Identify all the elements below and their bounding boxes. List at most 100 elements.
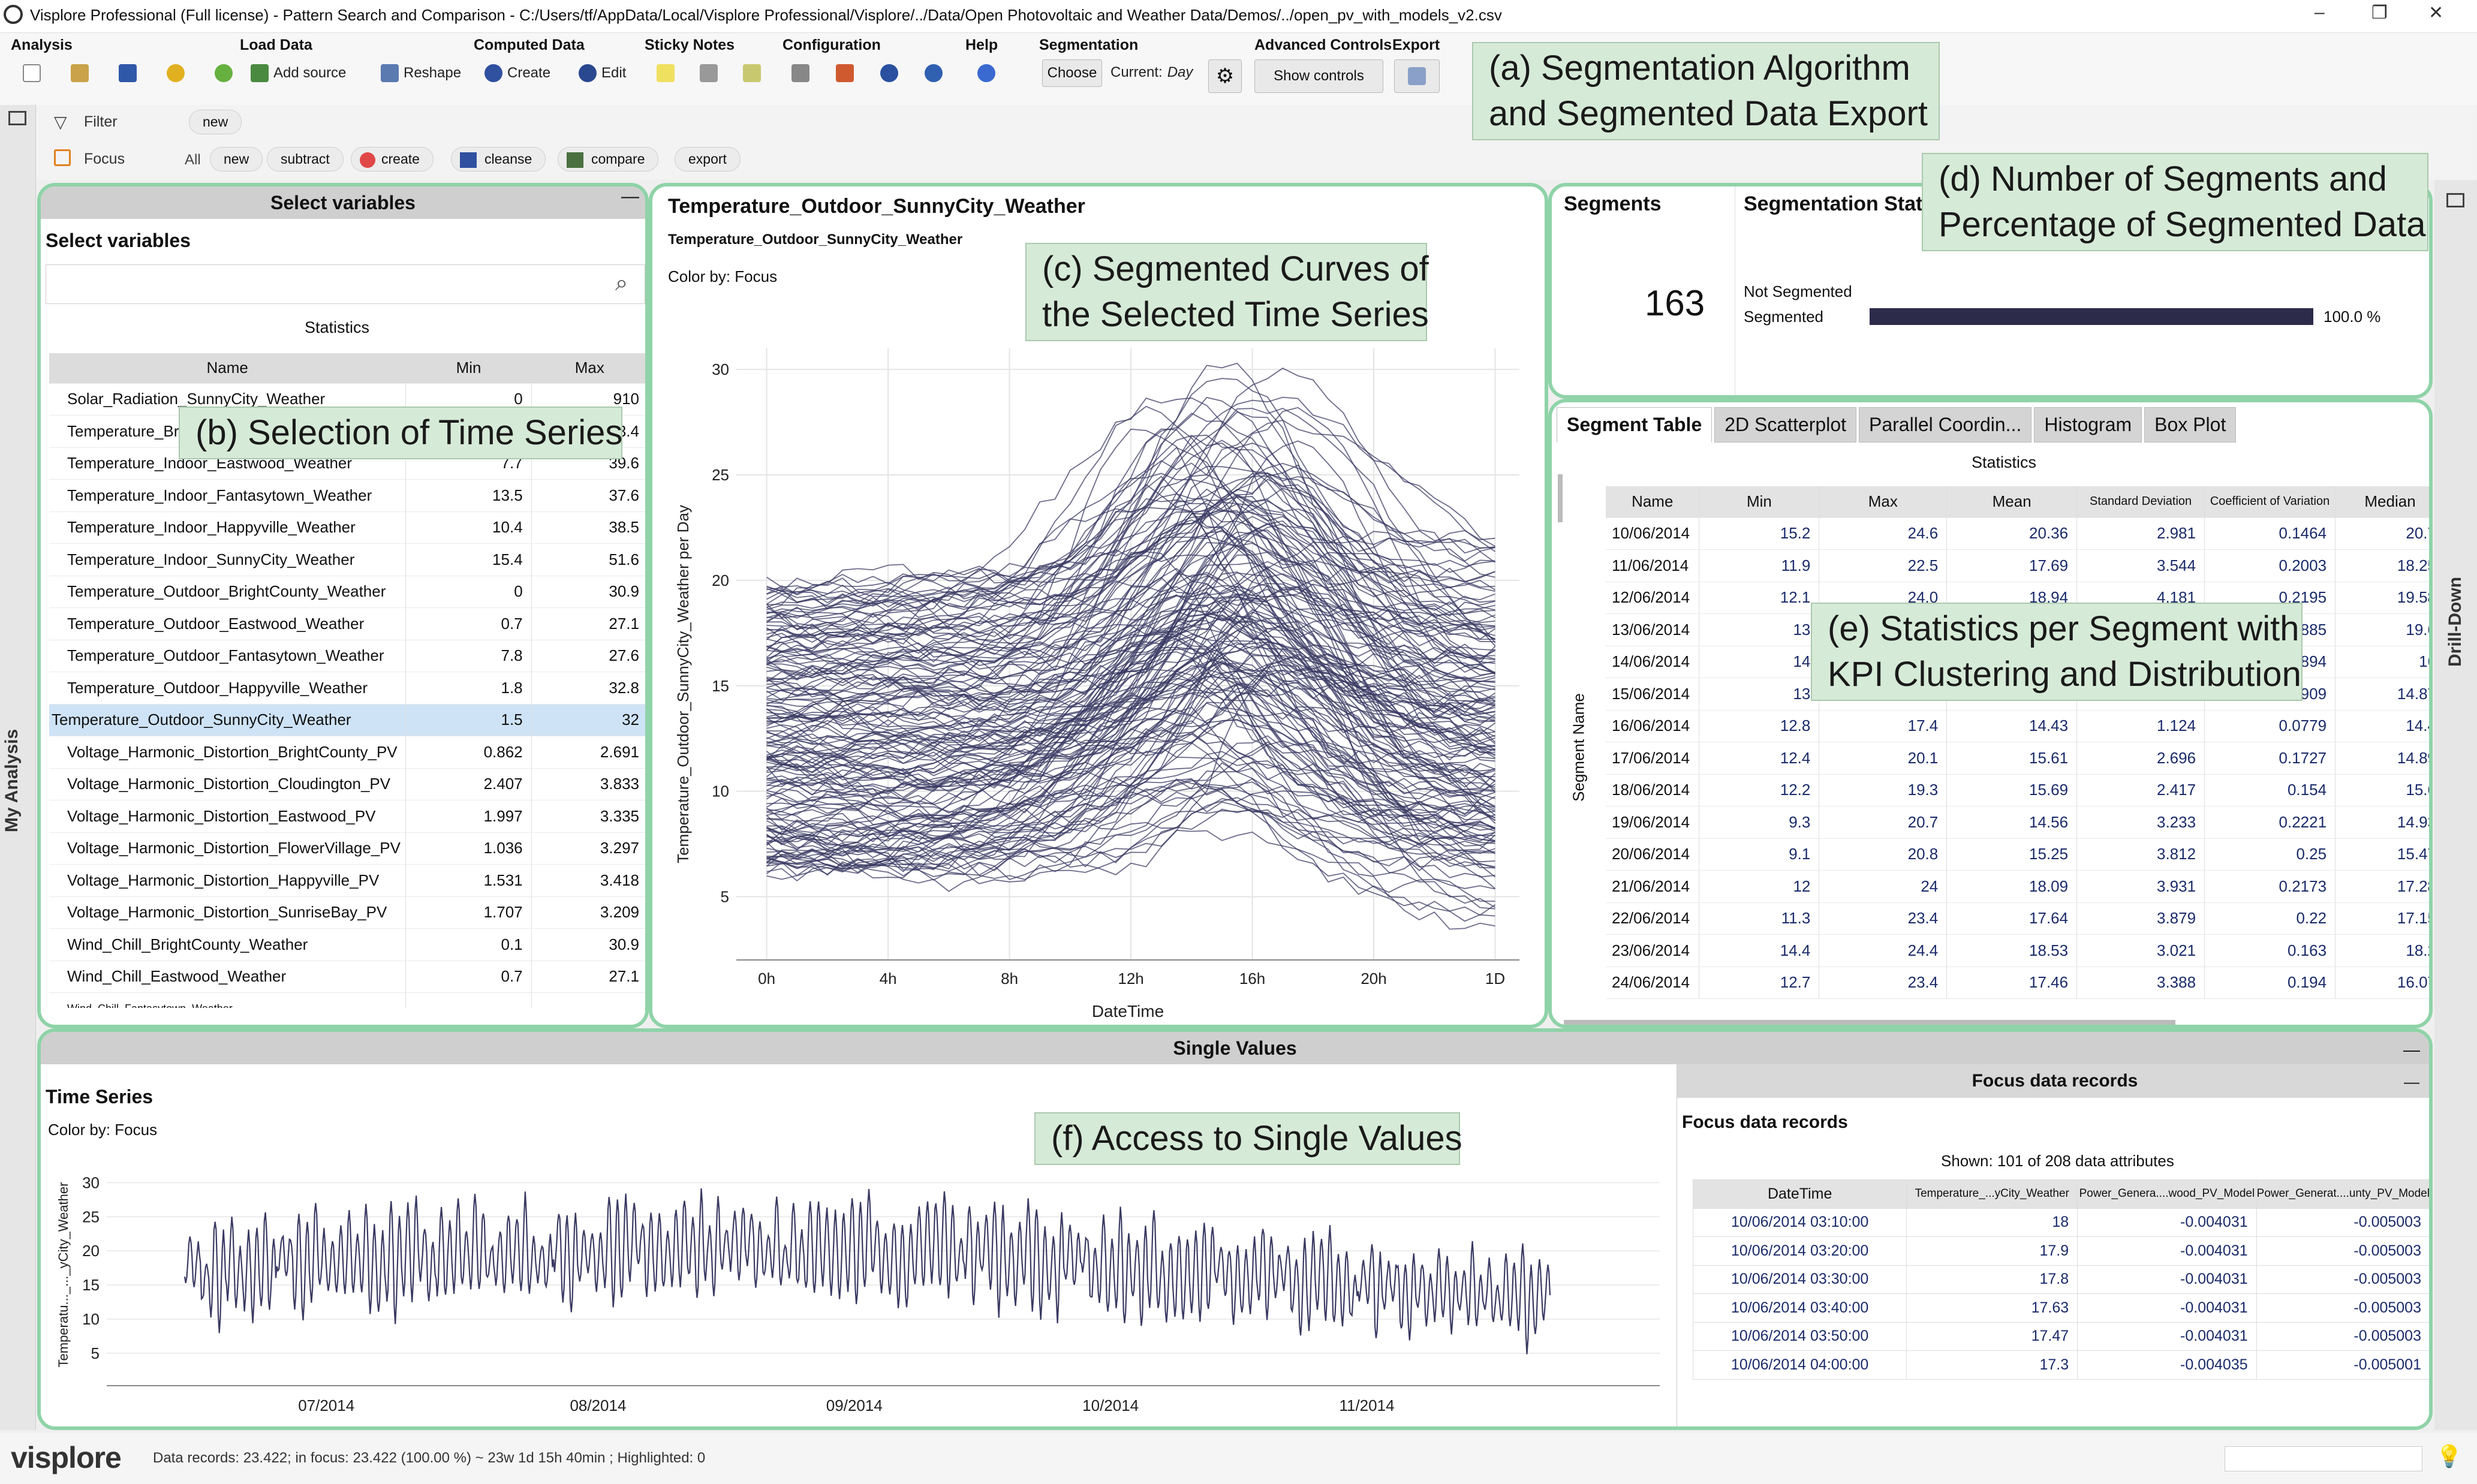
seg-col-mean[interactable]: Mean	[1946, 486, 2078, 518]
choose-segmentation-button[interactable]: Choose	[1042, 59, 1102, 87]
segment-curve[interactable]	[766, 420, 1496, 624]
segment-curve[interactable]	[766, 669, 1495, 871]
segment-curve[interactable]	[766, 665, 1495, 742]
segment-curve[interactable]	[766, 593, 1495, 723]
segment-curve[interactable]	[766, 618, 1495, 708]
save-icon[interactable]	[119, 64, 137, 82]
variable-row[interactable]: Temperature_Indoor_Happyville_Weather 10.…	[49, 511, 645, 544]
seg-col-std[interactable]: Standard Deviation	[2076, 486, 2205, 518]
segmentation-settings-button[interactable]: ⚙	[1208, 59, 1242, 93]
segment-row[interactable]: 17/06/2014 12.4 20.1 15.61 2.696 0.1727 14.89	[1606, 742, 2429, 775]
subtract-button[interactable]: subtract	[267, 147, 344, 171]
variable-row[interactable]: Temperature_Outdoor_BrightCounty_Weather…	[49, 576, 645, 608]
reshape-button[interactable]: Reshape	[381, 64, 461, 82]
add-source-button[interactable]: Add source	[251, 64, 346, 82]
segment-curve[interactable]	[766, 464, 1495, 603]
fr-col-temperature[interactable]: Temperature_...yCity_Weather	[1906, 1179, 2078, 1209]
single-values-minimize-icon[interactable]: —	[2403, 1040, 2420, 1059]
compare-button[interactable]: compare	[558, 147, 659, 171]
segment-curve[interactable]	[766, 579, 1495, 661]
segment-curve[interactable]	[766, 681, 1495, 741]
tab-parallel-coordinates[interactable]: Parallel Coordin...	[1859, 407, 2032, 443]
variable-row[interactable]: Voltage_Harmonic_Distortion_Cloudington_…	[49, 768, 645, 800]
search-icon[interactable]: ⌕	[615, 270, 628, 296]
segment-curve[interactable]	[766, 396, 1495, 607]
segment-curve[interactable]	[766, 829, 1495, 879]
segment-hscroll[interactable]	[1564, 1020, 2175, 1025]
segment-curve[interactable]	[766, 741, 1495, 902]
variables-search-input[interactable]	[46, 264, 645, 304]
sticky-note-icon[interactable]	[657, 64, 675, 82]
segment-curve[interactable]	[766, 520, 1495, 758]
variable-row[interactable]: Temperature_Outdoor_Eastwood_Weather 0.7 2…	[49, 607, 645, 640]
segment-curve[interactable]	[766, 607, 1495, 699]
segment-curve[interactable]	[766, 407, 1496, 675]
segment-curve[interactable]	[766, 472, 1495, 611]
seg-col-max[interactable]: Max	[1819, 486, 1948, 518]
variable-row[interactable]: Voltage_Harmonic_Distortion_Eastwood_PV 1…	[49, 800, 645, 833]
segment-curve[interactable]	[766, 682, 1495, 825]
segment-curve[interactable]	[766, 413, 1495, 659]
my-analysis-label[interactable]: My Analysis	[2, 729, 22, 833]
redo-icon[interactable]	[215, 64, 233, 82]
new-file-icon[interactable]	[23, 64, 41, 82]
focus-record-row[interactable]: 10/06/2014 03:30:00 17.8 -0.004031 -0.00500…	[1693, 1265, 2429, 1294]
col-max[interactable]: Max	[531, 353, 645, 384]
focus-record-row[interactable]: 10/06/2014 04:00:00 17.3 -0.004035 -0.00500…	[1693, 1350, 2429, 1380]
segment-curve[interactable]	[766, 614, 1496, 681]
fr-col-power-wood[interactable]: Power_Genera....wood_PV_Model	[2077, 1179, 2257, 1209]
close-button[interactable]: ✕	[2428, 3, 2444, 23]
sidebar-toggle-icon[interactable]	[8, 111, 26, 125]
segment-curve[interactable]	[766, 684, 1495, 764]
segment-curve[interactable]	[766, 663, 1495, 863]
status-input[interactable]	[2225, 1446, 2422, 1471]
show-controls-button[interactable]: Show controls	[1254, 59, 1383, 93]
seg-col-min[interactable]: Min	[1699, 486, 1820, 518]
segment-curve[interactable]	[766, 362, 1495, 647]
segment-curve[interactable]	[766, 633, 1495, 877]
segmented-curves-chart[interactable]: 5 10 15 20 25 30 0h 4h 8h 12h 16h 20h 1D DateTime Temp…	[652, 186, 1545, 1025]
tab-2d-scatterplot[interactable]: 2D Scatterplot	[1714, 407, 1856, 443]
help-icon[interactable]	[977, 64, 995, 82]
seg-col-cv[interactable]: Coefficient of Variation	[2204, 486, 2336, 518]
segment-curve[interactable]	[766, 672, 1495, 871]
open-folder-icon[interactable]	[71, 64, 89, 82]
layout-icon[interactable]	[836, 64, 854, 82]
segment-curve[interactable]	[766, 484, 1495, 704]
segment-row[interactable]: 21/06/2014 12 24 18.09 3.931 0.2173 17.28	[1606, 870, 2429, 903]
create-button[interactable]: Create	[484, 64, 550, 82]
segment-curve[interactable]	[766, 630, 1496, 760]
variable-row[interactable]: Voltage_Harmonic_Distortion_BrightCounty…	[49, 736, 645, 769]
fr-col-power-county[interactable]: Power_Generat....unty_PV_Model	[2256, 1179, 2429, 1209]
segment-curve[interactable]	[766, 607, 1496, 664]
segment-curve[interactable]	[766, 531, 1496, 663]
variable-row[interactable]: Temperature_Outdoor_Happyville_Weather 1.…	[49, 672, 645, 705]
globe-icon[interactable]	[880, 64, 898, 82]
focus-new-button[interactable]: new	[210, 147, 263, 171]
focus-record-row[interactable]: 10/06/2014 03:10:00 18 -0.004031 -0.005003	[1693, 1208, 2429, 1237]
segment-curve[interactable]	[766, 513, 1495, 722]
note-list-icon[interactable]	[743, 64, 761, 82]
variable-row[interactable]: Voltage_Harmonic_Distortion_FlowerVillag…	[49, 832, 645, 865]
cleanse-button[interactable]: cleanse	[451, 147, 546, 171]
list-config-icon[interactable]	[791, 64, 809, 82]
segment-curve[interactable]	[766, 408, 1495, 651]
segment-curve[interactable]	[766, 605, 1495, 723]
tab-histogram[interactable]: Histogram	[2034, 407, 2142, 443]
export-button[interactable]	[1394, 59, 1440, 93]
segment-curve[interactable]	[766, 597, 1495, 667]
time-series-line[interactable]	[183, 1188, 1551, 1354]
seg-col-name[interactable]: Name	[1606, 486, 1700, 518]
segment-curve[interactable]	[766, 586, 1495, 855]
segment-row[interactable]: 22/06/2014 11.3 23.4 17.64 3.879 0.22 17.15	[1606, 902, 2429, 935]
segment-curve[interactable]	[766, 719, 1495, 839]
segment-curve[interactable]	[766, 743, 1495, 798]
segment-curve[interactable]	[766, 585, 1495, 669]
variable-row[interactable]: Temperature_Outdoor_Fantasytown_Weather 7…	[49, 640, 645, 672]
segment-curve[interactable]	[766, 642, 1495, 759]
export-focus-button[interactable]: export	[675, 147, 741, 171]
focus-record-row[interactable]: 10/06/2014 03:40:00 17.63 -0.004031 -0.0050…	[1693, 1293, 2429, 1323]
segment-curve[interactable]	[766, 778, 1495, 853]
segment-row[interactable]: 11/06/2014 11.9 22.5 17.69 3.544 0.2003 18.25	[1606, 549, 2429, 582]
